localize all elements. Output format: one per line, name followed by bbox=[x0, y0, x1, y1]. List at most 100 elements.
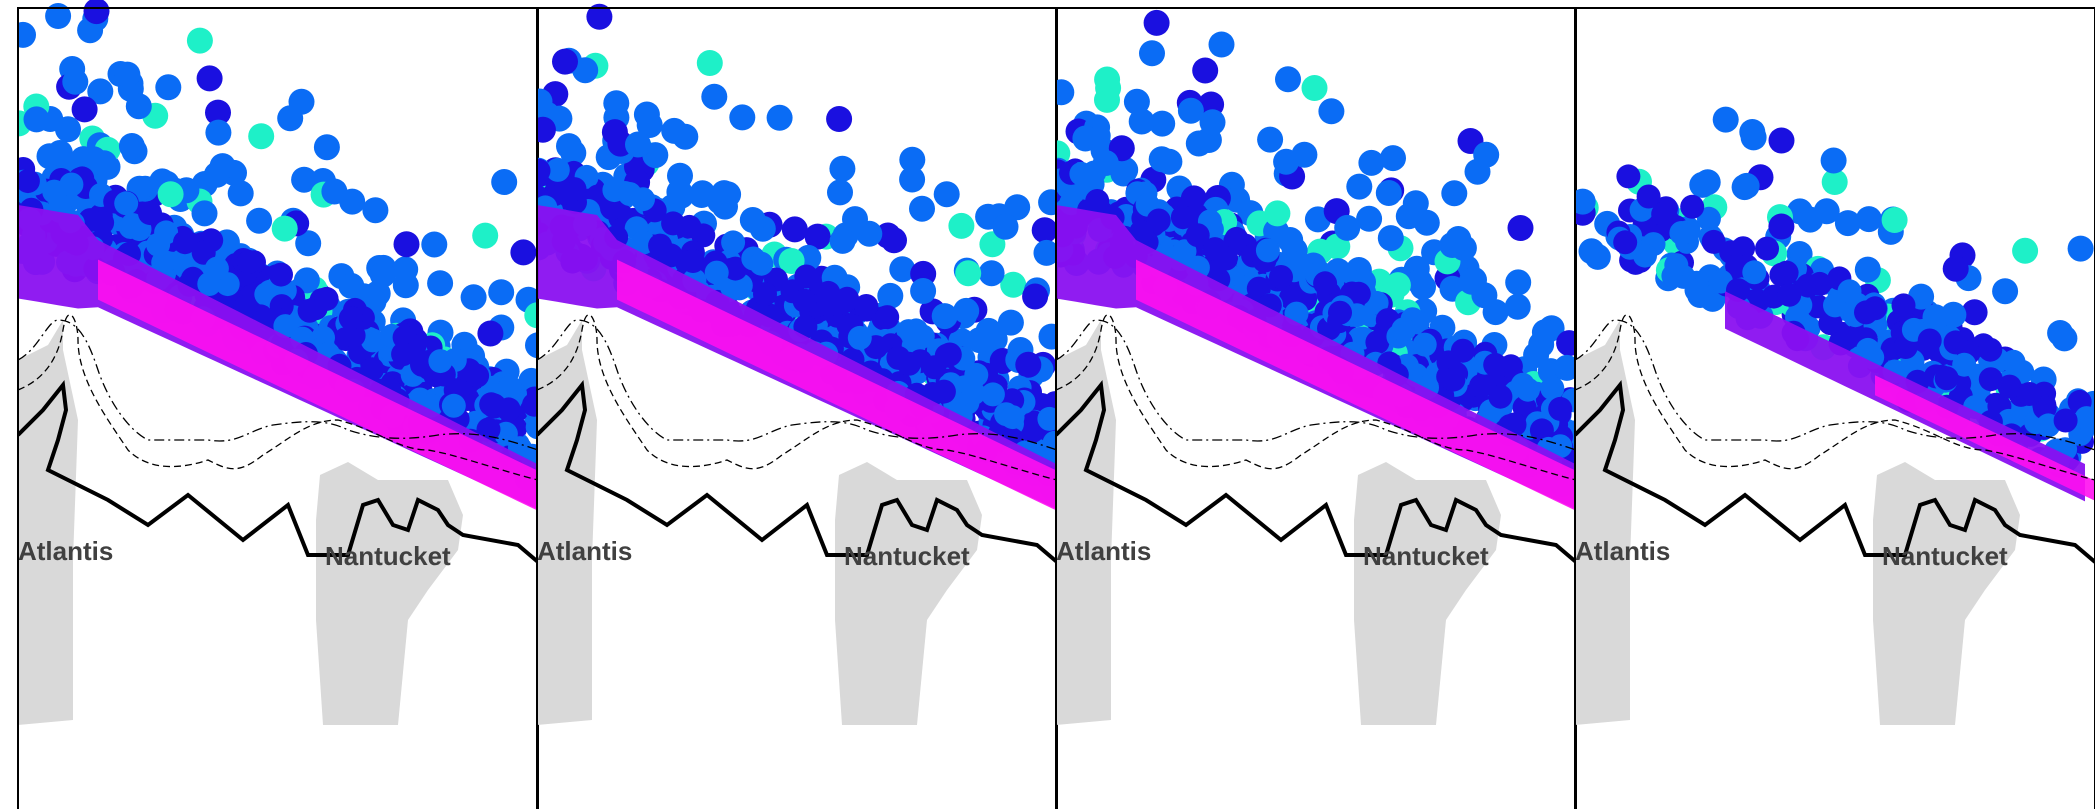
cloud-point bbox=[2074, 406, 2095, 431]
cloud-point bbox=[835, 286, 860, 311]
scatter-point bbox=[910, 278, 937, 304]
cloud-point bbox=[1742, 260, 1767, 285]
map-panel-3: Atlantis Nantucket bbox=[1055, 7, 1577, 809]
cloud-point bbox=[1213, 245, 1238, 270]
scatter-point bbox=[1199, 109, 1226, 136]
cloud-point bbox=[1185, 223, 1210, 248]
cloud-point bbox=[1777, 282, 1802, 307]
scatter-point bbox=[1038, 189, 1057, 216]
cloud-point bbox=[1313, 271, 1338, 296]
scatter-point bbox=[1177, 97, 1204, 124]
scatter-point bbox=[209, 153, 236, 180]
scatter-point bbox=[1358, 149, 1385, 176]
scatter-point bbox=[205, 119, 232, 146]
scatter-point bbox=[1094, 66, 1121, 93]
cloud-point bbox=[552, 180, 576, 205]
cloud-point bbox=[793, 314, 818, 339]
scatter-point bbox=[362, 197, 389, 224]
scatter-point bbox=[1528, 331, 1555, 358]
cloud-point bbox=[1701, 229, 1726, 254]
cloud-point bbox=[1943, 330, 1968, 355]
scatter-point bbox=[781, 216, 808, 243]
cloud-point bbox=[934, 343, 959, 368]
cloud-point bbox=[1684, 278, 1709, 303]
land-atlantis bbox=[18, 320, 78, 725]
cloud-point bbox=[1328, 300, 1352, 325]
cloud-point bbox=[723, 256, 748, 281]
cloud-point bbox=[910, 324, 935, 349]
scatter-point bbox=[992, 213, 1019, 240]
cloud-point bbox=[1224, 226, 1249, 251]
contour-dashdot bbox=[537, 319, 1057, 451]
scatter-point bbox=[295, 230, 322, 257]
scatter-point bbox=[931, 303, 958, 330]
cloud-point bbox=[1488, 384, 1513, 409]
cloud-point bbox=[1636, 184, 1661, 209]
scatter-point bbox=[1056, 79, 1075, 106]
cloud-point bbox=[794, 264, 819, 289]
scatter-point bbox=[955, 260, 982, 287]
contour-dashed-outer bbox=[1575, 314, 2095, 481]
panel-frame bbox=[1574, 7, 2095, 809]
scatter-point bbox=[711, 180, 738, 207]
cloud-point bbox=[1774, 260, 1799, 285]
cloud-point bbox=[854, 294, 879, 318]
cloud-point bbox=[1669, 221, 1694, 245]
scatter-point bbox=[321, 178, 348, 205]
scatter-point bbox=[1505, 269, 1532, 296]
cloud-point bbox=[721, 230, 746, 255]
scatter-point bbox=[2012, 237, 2039, 264]
scatter-point bbox=[1768, 213, 1795, 240]
scatter-point bbox=[1015, 351, 1042, 378]
scatter-point bbox=[392, 256, 419, 283]
scatter-point bbox=[1694, 169, 1721, 196]
label-atlantis: Atlantis bbox=[18, 536, 113, 566]
cloud-point bbox=[753, 282, 777, 307]
scatter-point bbox=[186, 27, 213, 54]
cloud-point bbox=[1891, 293, 1916, 318]
scatter-point bbox=[62, 68, 89, 95]
cloud-point bbox=[273, 314, 298, 339]
scatter-point bbox=[1445, 226, 1472, 252]
cloud-point bbox=[1441, 367, 1466, 392]
contour-dashed-outer bbox=[18, 314, 538, 481]
scatter-point bbox=[856, 220, 883, 247]
cloud-point bbox=[1529, 418, 1554, 443]
cloud-point bbox=[428, 349, 453, 374]
cloud-point bbox=[59, 172, 84, 197]
cloud-point bbox=[1978, 367, 2003, 392]
density-band-core bbox=[1875, 375, 2095, 501]
cloud-point bbox=[617, 182, 642, 206]
scatter-point bbox=[1881, 207, 1908, 233]
scatter-point bbox=[1712, 106, 1739, 133]
cloud-point bbox=[197, 272, 222, 296]
scatter-point bbox=[2051, 325, 2078, 352]
scatter-point bbox=[1992, 278, 2019, 305]
scatter-point bbox=[1384, 272, 1411, 299]
cloud-point bbox=[338, 306, 363, 331]
contour-dashdot bbox=[18, 319, 538, 451]
cloud-point bbox=[497, 375, 522, 400]
scatter-point bbox=[625, 131, 651, 158]
cloud-point bbox=[173, 230, 197, 255]
scatter-point bbox=[827, 179, 853, 206]
cloud-point bbox=[1680, 194, 1705, 219]
scatter-point bbox=[1224, 186, 1251, 213]
cloud-point bbox=[704, 260, 729, 285]
cloud-point bbox=[1616, 164, 1641, 189]
scatter-point bbox=[1855, 206, 1882, 233]
scatter-point bbox=[1375, 180, 1402, 206]
cloud-point bbox=[314, 286, 339, 311]
cloud-point bbox=[1548, 396, 1573, 421]
scatter-point bbox=[537, 116, 556, 143]
scatter-point bbox=[978, 260, 1005, 287]
cloud-point bbox=[138, 201, 162, 226]
cloud-point bbox=[980, 382, 1005, 407]
scatter-point bbox=[889, 256, 916, 283]
scatter-point bbox=[1740, 124, 1767, 151]
scatter-point bbox=[1277, 227, 1304, 253]
scatter-point bbox=[1553, 354, 1576, 381]
scatter-point bbox=[537, 88, 553, 115]
cloud-point bbox=[1540, 376, 1565, 401]
cloud-point bbox=[1651, 202, 1676, 227]
